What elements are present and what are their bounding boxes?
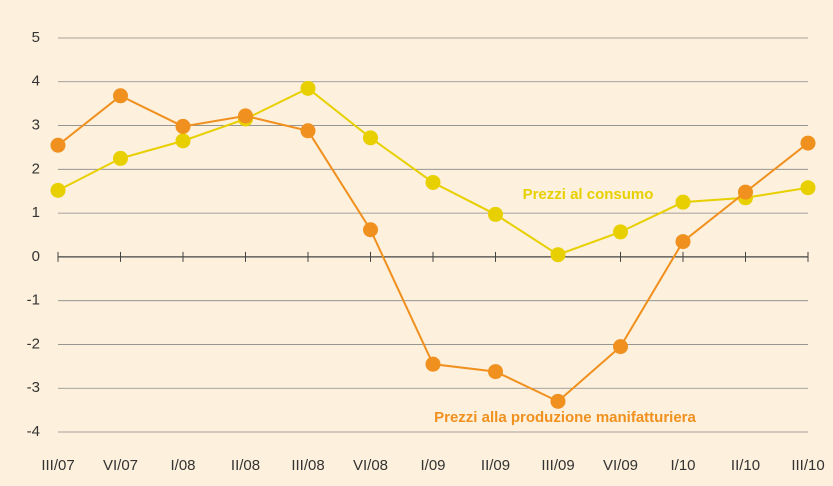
y-tick-label: 2: [32, 160, 40, 177]
point: [613, 339, 628, 355]
x-tick-label: II/10: [731, 457, 760, 474]
x-tick-label: VI/09: [603, 457, 638, 474]
point: [550, 247, 566, 263]
x-tick-label: II/08: [231, 457, 260, 474]
point: [300, 123, 316, 139]
series-label: Prezzi al consumo: [523, 186, 654, 203]
point: [425, 174, 441, 190]
point: [675, 194, 691, 210]
series-line: [57, 94, 809, 403]
point: [613, 224, 628, 240]
x-tick-label: VI/08: [353, 457, 388, 474]
x-tick-label: I/09: [420, 457, 445, 474]
y-tick-label: 5: [32, 29, 40, 46]
x-tick-label: I/10: [670, 457, 695, 474]
point: [675, 234, 691, 250]
y-tick-label: -3: [27, 379, 40, 396]
series-label: Prezzi alla produzione manifatturiera: [434, 409, 696, 426]
point: [175, 133, 191, 149]
y-tick-label: -2: [27, 335, 40, 352]
point: [425, 356, 441, 372]
x-tick-label: III/08: [291, 457, 324, 474]
y-tick-label: 4: [32, 73, 40, 90]
y-tick-label: -4: [27, 423, 40, 440]
y-tick-label: 1: [32, 204, 40, 221]
point: [50, 182, 66, 198]
point: [800, 135, 816, 151]
point: [363, 130, 378, 146]
point: [363, 222, 378, 238]
point: [50, 137, 66, 153]
point: [300, 80, 316, 96]
point: [550, 393, 566, 409]
x-tick-label: I/08: [170, 457, 195, 474]
point: [113, 150, 128, 166]
x-tick-label: VI/07: [103, 457, 138, 474]
point: [800, 180, 816, 196]
x-tick-label: II/09: [481, 457, 510, 474]
y-tick-label: 3: [32, 117, 40, 134]
series-line: [57, 87, 809, 256]
x-tick-label: III/10: [791, 457, 824, 474]
point: [738, 184, 753, 200]
y-tick-label: -1: [27, 292, 40, 309]
point: [488, 206, 503, 222]
point: [238, 108, 253, 124]
x-tick-label: III/07: [41, 457, 74, 474]
point: [113, 88, 128, 104]
point: [175, 118, 191, 134]
x-tick-label: III/09: [541, 457, 574, 474]
point: [488, 364, 503, 380]
y-tick-label: 0: [32, 248, 40, 265]
